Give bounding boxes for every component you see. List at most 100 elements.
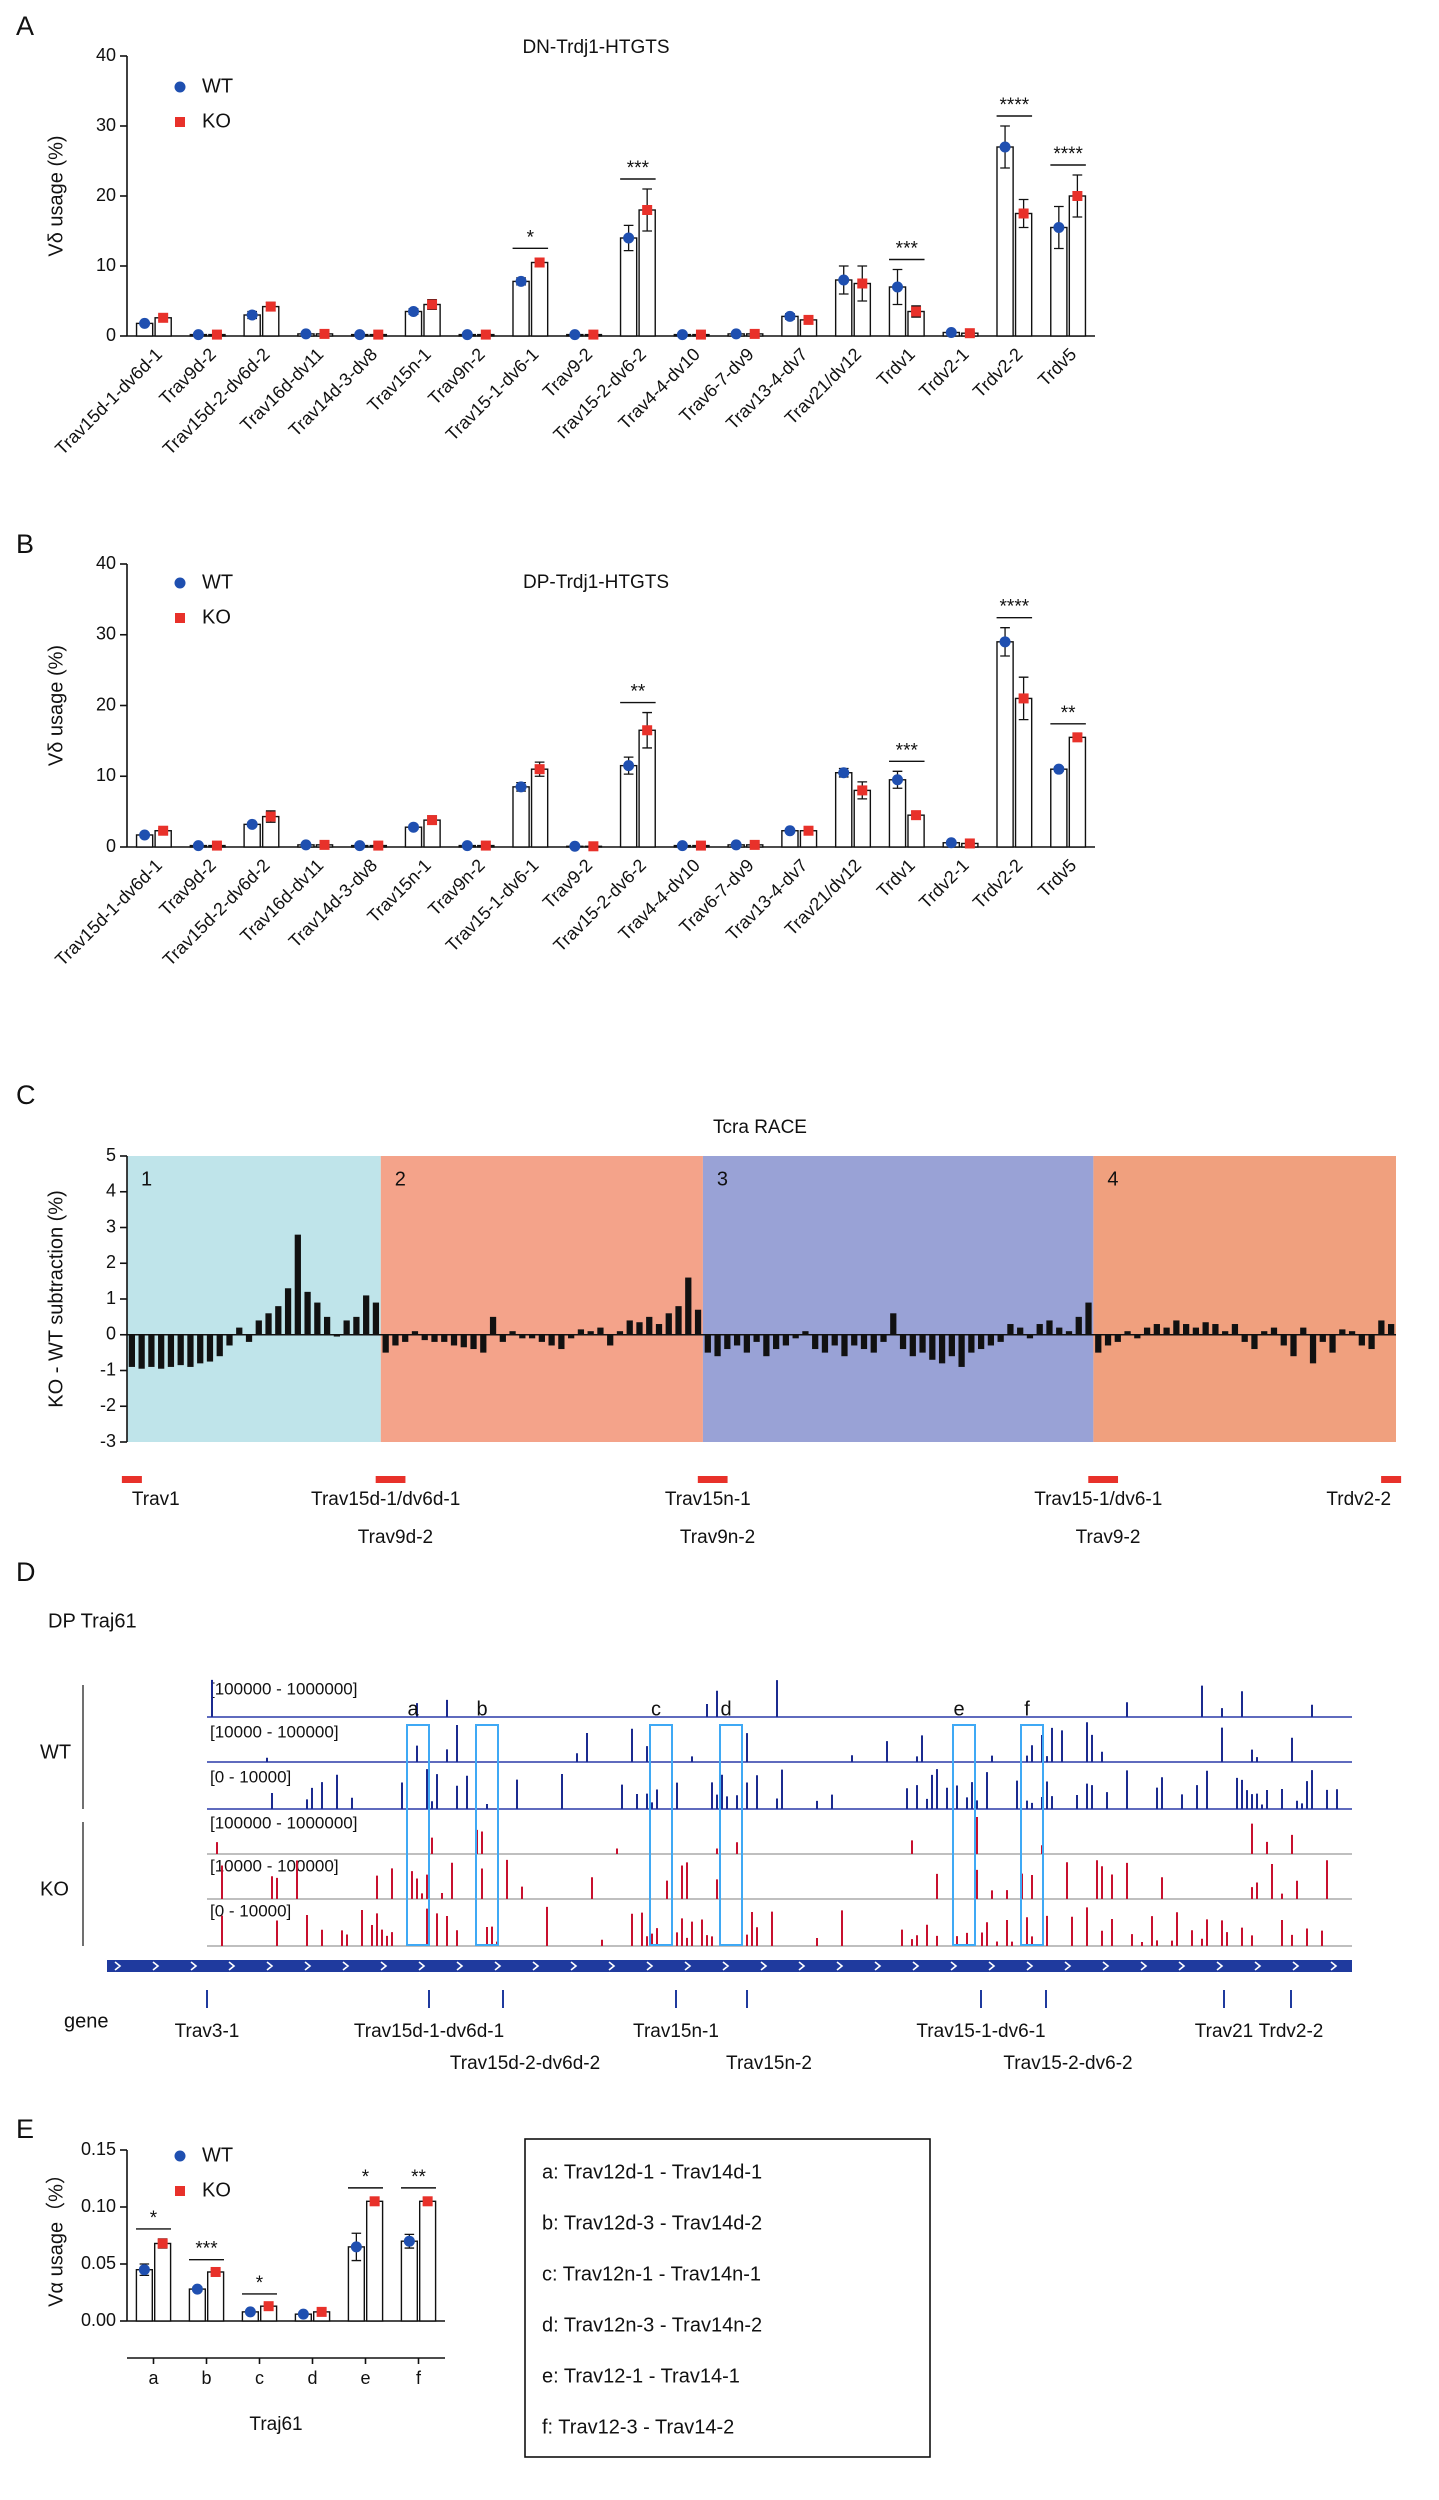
track-range: [0 - 10000]: [210, 1901, 291, 1920]
bar: [675, 1306, 682, 1335]
bar: [665, 1313, 672, 1335]
data-point: [803, 825, 814, 836]
track-range: [100000 - 1000000]: [210, 1813, 357, 1832]
bar: [1261, 1331, 1268, 1335]
data-point: [354, 329, 366, 341]
bar: [616, 1331, 624, 1335]
bar: [812, 1334, 819, 1350]
x-tick-label: Trdv1: [873, 855, 919, 901]
gene-marker: [1381, 1476, 1402, 1483]
y-tick-label: 40: [96, 45, 116, 65]
bar: [834, 772, 853, 848]
bar: [802, 1331, 809, 1335]
data-point: [354, 840, 366, 852]
bar: [512, 280, 530, 337]
y-tick-label: 20: [96, 185, 116, 205]
data-point: [319, 328, 330, 339]
bar: [530, 768, 549, 848]
bar: [626, 1320, 633, 1335]
data-point: [857, 278, 868, 289]
bar: [1104, 1334, 1112, 1346]
data-point: [422, 2196, 433, 2207]
bar: [1095, 1334, 1102, 1353]
gene-label: Trav15-1-dv6-1: [916, 2021, 1045, 2042]
data-point: [265, 301, 276, 312]
gene-label: Trdv2-2: [1259, 2021, 1324, 2042]
panel-letter: A: [16, 11, 34, 41]
bar: [480, 1334, 487, 1353]
data-point: [316, 2306, 327, 2317]
legend-label: WT: [202, 2144, 233, 2166]
bar: [1065, 1331, 1073, 1335]
data-point: [676, 329, 688, 341]
bar: [365, 2200, 384, 2322]
gene-label: Trav15n-1: [633, 2021, 719, 2042]
significance-label: ***: [627, 158, 650, 179]
gene-marker: [707, 1476, 728, 1483]
bar: [694, 1309, 702, 1335]
data-point: [642, 725, 653, 736]
data-point: [588, 841, 599, 852]
highlight-label: e: [953, 1698, 964, 1720]
legend-marker: [175, 613, 185, 623]
region-band: [702, 1156, 1094, 1442]
bar: [1014, 697, 1033, 848]
highlight-box: [475, 1724, 499, 1946]
bar: [400, 2240, 419, 2322]
bar: [888, 779, 907, 848]
x-tick-label: Trdv2-1: [915, 855, 973, 913]
y-tick-label: -1: [100, 1359, 116, 1379]
region-label: 4: [1107, 1168, 1118, 1190]
bar: [1270, 1327, 1278, 1335]
data-point: [408, 821, 420, 833]
region-band: [380, 1156, 703, 1442]
significance-label: ***: [896, 740, 919, 761]
bar: [909, 1334, 916, 1357]
data-point: [461, 329, 473, 341]
coverage-peaks: [221, 1906, 1323, 1946]
data-point: [1053, 763, 1065, 775]
highlight-label: c: [651, 1698, 661, 1720]
track-range: [0 - 10000]: [210, 1767, 291, 1786]
data-point: [1072, 191, 1083, 201]
data-point: [192, 329, 204, 341]
data-point: [427, 299, 438, 310]
bar: [958, 1334, 965, 1367]
data-point: [749, 839, 760, 850]
bar: [1319, 1334, 1326, 1342]
bar: [1222, 1331, 1229, 1335]
bar: [528, 1334, 536, 1339]
bar: [392, 1334, 399, 1346]
track-name: KO: [40, 1878, 69, 1900]
region-label: 1: [141, 1168, 152, 1190]
gene-label: Trav15d-1-dv6d-1: [354, 2021, 504, 2042]
x-axis-title: Traj61: [249, 2414, 302, 2435]
chart-title: Tcra RACE: [713, 1117, 807, 1138]
bar: [568, 1334, 575, 1339]
bar: [353, 1316, 360, 1335]
bar: [1007, 1324, 1014, 1335]
bar: [919, 1334, 926, 1353]
bar: [512, 786, 530, 848]
bar: [363, 1295, 370, 1335]
x-tick-label: d: [307, 2368, 317, 2388]
data-point: [515, 781, 527, 793]
bar: [372, 1302, 380, 1335]
coverage-peaks: [216, 1816, 1293, 1854]
y-tick-label: 4: [106, 1181, 116, 1201]
highlight-label: f: [1024, 1698, 1030, 1720]
legend-marker: [174, 577, 186, 589]
region-label: 3: [717, 1168, 728, 1190]
legend-marker: [175, 117, 185, 127]
x-tick-label: Trav15d-1-dv6d-1: [51, 344, 166, 459]
bar: [421, 1334, 428, 1341]
bar: [607, 1334, 614, 1346]
bar: [1014, 212, 1033, 337]
data-point: [857, 785, 868, 796]
y-tick-label: 1: [106, 1288, 116, 1308]
bar: [899, 1334, 907, 1350]
bar: [135, 2268, 154, 2322]
data-point: [158, 825, 169, 836]
key-entry: f: Trav12-3 - Trav14-2: [542, 2416, 734, 2438]
significance-label: *: [150, 2208, 158, 2229]
